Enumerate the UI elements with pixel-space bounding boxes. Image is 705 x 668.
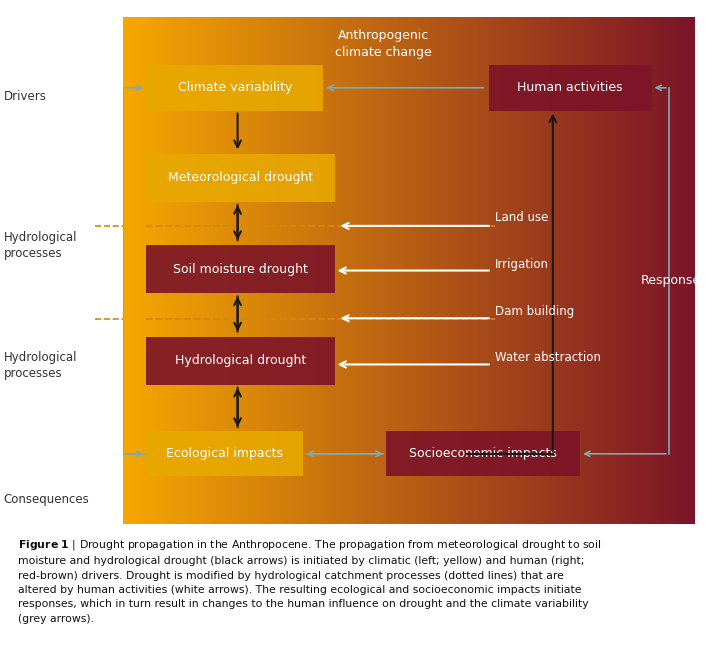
Bar <box>146 65 323 111</box>
Text: Dam building: Dam building <box>495 305 574 318</box>
Bar <box>386 432 580 476</box>
Text: Human activities: Human activities <box>517 81 623 94</box>
Bar <box>146 154 335 202</box>
Text: Land use: Land use <box>495 211 548 224</box>
Text: $\bf{Figure\ 1}$ | Drought propagation in the Anthropocene. The propagation from: $\bf{Figure\ 1}$ | Drought propagation i… <box>18 538 601 624</box>
Bar <box>489 65 651 111</box>
Text: Irrigation: Irrigation <box>495 258 548 271</box>
Text: Ecological impacts: Ecological impacts <box>166 448 283 460</box>
Text: Anthropogenic
climate change: Anthropogenic climate change <box>335 29 431 59</box>
Bar <box>146 432 303 476</box>
Text: Meteorological drought: Meteorological drought <box>168 172 313 184</box>
Text: Responses: Responses <box>641 274 705 287</box>
Text: Hydrological drought: Hydrological drought <box>175 354 306 367</box>
Text: Water abstraction: Water abstraction <box>495 351 601 365</box>
Text: Hydrological
processes: Hydrological processes <box>4 230 77 260</box>
Text: Soil moisture drought: Soil moisture drought <box>173 263 308 276</box>
Bar <box>146 245 335 293</box>
Text: Climate variability: Climate variability <box>178 81 292 94</box>
Text: Hydrological
processes: Hydrological processes <box>4 351 77 380</box>
Text: Socioeconomic impacts: Socioeconomic impacts <box>409 448 557 460</box>
Bar <box>146 337 335 385</box>
Text: Drivers: Drivers <box>4 90 47 104</box>
Text: Consequences: Consequences <box>4 493 90 506</box>
